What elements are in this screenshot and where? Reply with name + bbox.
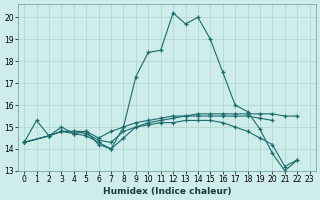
X-axis label: Humidex (Indice chaleur): Humidex (Indice chaleur) [103, 187, 231, 196]
